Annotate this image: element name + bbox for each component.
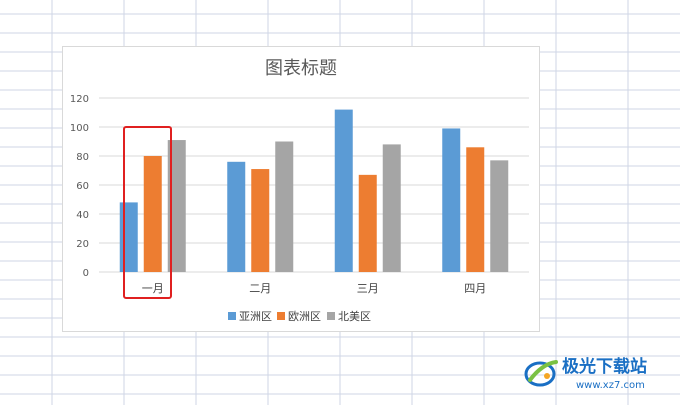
legend-swatch: [228, 312, 236, 320]
bar[interactable]: [275, 141, 294, 273]
chart-title[interactable]: 图表标题: [265, 58, 337, 79]
y-axis-ticks: 0 20 40 60 80 100 120: [70, 94, 89, 279]
y-tick-label: 20: [76, 239, 89, 250]
y-tick-label: 0: [83, 268, 89, 279]
bar[interactable]: [167, 140, 186, 272]
watermark-url: www.xz7.com: [576, 380, 645, 391]
x-category-label: 三月: [357, 282, 379, 295]
bar[interactable]: [382, 144, 401, 272]
bar[interactable]: [143, 156, 162, 272]
chart-area[interactable]: 图表标题 0 20 40 60 80 100 120 一月 二月 三月 四月 亚洲区 欧洲区 北美区: [62, 46, 540, 332]
bar[interactable]: [466, 147, 485, 272]
legend-swatch: [327, 312, 335, 320]
y-tick-label: 40: [76, 210, 89, 221]
x-axis-categories: 一月 二月 三月 四月: [142, 282, 487, 295]
y-tick-label: 80: [76, 152, 89, 163]
watermark: 极光下载站 www.xz7.com: [524, 356, 647, 391]
legend-label: 北美区: [338, 310, 371, 323]
watermark-logo-icon: [524, 360, 558, 387]
bar[interactable]: [251, 169, 270, 272]
highlight-box: [123, 126, 172, 299]
bar[interactable]: [227, 161, 246, 272]
y-tick-label: 120: [70, 94, 89, 105]
legend-label: 亚洲区: [239, 310, 272, 323]
bar[interactable]: [334, 109, 353, 272]
legend-swatch: [277, 312, 285, 320]
legend-label: 欧洲区: [288, 310, 321, 323]
bar-chart: 图表标题 0 20 40 60 80 100 120 一月 二月 三月 四月 亚洲区 欧洲区 北美区: [70, 58, 529, 323]
watermark-brand: 极光下载站: [562, 356, 647, 377]
y-tick-label: 60: [76, 181, 89, 192]
bar[interactable]: [490, 160, 509, 272]
bars: [119, 109, 509, 273]
legend[interactable]: 亚洲区 欧洲区 北美区: [228, 310, 371, 323]
x-category-label: 二月: [249, 282, 271, 295]
x-category-label: 四月: [464, 282, 486, 295]
x-category-label: 一月: [142, 282, 164, 295]
bar[interactable]: [358, 174, 377, 272]
bar[interactable]: [442, 128, 461, 272]
y-tick-label: 100: [70, 123, 89, 134]
